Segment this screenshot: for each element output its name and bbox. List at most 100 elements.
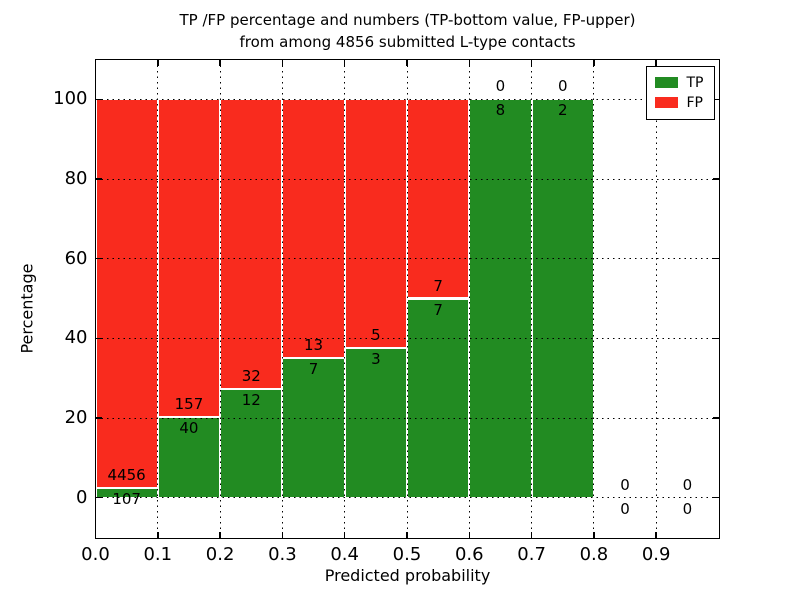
legend-item-fp: FP [654,93,704,113]
v-gridline [344,59,346,538]
tp-legend-label: TP [686,74,704,91]
tp-bar-segment [282,358,345,498]
y-axis-label: Percentage [17,263,37,354]
x-tick-mark-top [468,59,471,66]
chart-title-line1: TP /FP percentage and numbers (TP-bottom… [179,11,636,29]
x-tick-mark [281,531,284,538]
y-tick-mark-right [712,337,719,340]
x-tick-mark-top [281,59,284,66]
fp-bar-segment [220,99,283,390]
v-gridline [219,59,221,538]
y-tick-mark [95,178,102,180]
x-tick-label: 0.9 [641,543,671,565]
fp-bar-segment [282,99,345,359]
y-tick-label: 20 [64,407,88,428]
x-tick-label: 0.6 [454,543,484,565]
fp-count-label: 0 [557,77,568,96]
v-gridline [593,59,595,538]
tp-count-label: 7 [308,360,319,379]
fp-count-label: 0 [620,475,630,494]
tp-count-label: 12 [241,391,261,410]
x-tick-label: 0.0 [81,543,110,565]
fp-count-label: 0 [495,77,506,96]
y-tick-mark-right [712,417,719,419]
v-gridline [157,59,159,538]
y-tick-label: 40 [64,327,88,349]
tp-count-label: 8 [495,101,506,120]
y-tick-label: 0 [76,486,88,508]
x-tick-mark [655,531,657,538]
y-tick-label: 80 [64,168,88,189]
fp-count-label: 13 [304,336,324,355]
y-tick-mark-right [712,178,719,180]
legend: TP FP [645,65,715,120]
x-tick-mark [343,531,346,538]
tp-bar-segment [344,348,407,498]
x-tick-mark-top [343,59,346,66]
fp-bar-segment [407,99,470,299]
tp-count-label: 0 [620,499,630,518]
fp-count-label: 157 [174,394,204,413]
fp-legend-label: FP [686,94,704,111]
tp-count-label: 107 [112,490,141,509]
fp-count-label: 0 [682,475,693,494]
v-gridline [281,59,283,538]
tp-count-label: 0 [682,499,693,518]
tp-count-label: 2 [557,101,568,120]
y-tick-label: 100 [53,88,88,110]
chart-title: TP /FP percentage and numbers (TP-bottom… [96,9,719,53]
fp-count-label: 32 [241,367,261,386]
x-tick-mark-top [655,59,657,66]
tp-legend-swatch [654,77,678,88]
x-tick-mark [406,531,408,538]
x-tick-mark-top [530,59,533,66]
x-tick-label: 0.3 [268,543,297,565]
x-tick-mark-top [593,59,595,66]
x-tick-mark [94,531,97,538]
x-tick-mark [468,531,471,538]
y-tick-mark [95,98,102,101]
y-tick-mark-right [712,257,719,260]
fp-legend-swatch [654,97,678,108]
y-tick-mark [95,257,102,260]
tp-bar-segment [407,298,470,498]
x-tick-mark [593,531,595,538]
tp-count-label: 7 [433,300,443,319]
v-gridline [468,59,470,538]
x-tick-label: 0.2 [205,543,235,565]
x-tick-mark [157,531,159,538]
x-tick-label: 0.5 [392,543,422,565]
legend-item-tp: TP [654,73,704,93]
y-tick-mark [95,337,102,340]
y-tick-label: 60 [64,247,88,269]
tp-bar-segment [531,99,594,498]
fp-count-label: 7 [433,276,443,295]
x-tick-label: 0.7 [517,543,546,565]
x-tick-label: 0.4 [330,543,359,565]
fp-count-label: 4456 [107,466,146,485]
y-tick-mark-right [712,496,719,499]
x-tick-label: 0.1 [143,543,173,565]
y-tick-mark-right [712,98,719,101]
x-tick-label: 0.8 [579,543,609,565]
tp-bar-segment [220,389,283,498]
y-tick-mark [95,496,102,499]
fp-bar-segment [95,99,158,489]
x-tick-mark-top [94,59,97,66]
tp-bar-segment [95,488,158,498]
tp-count-label: 40 [179,418,199,437]
v-gridline [406,59,408,538]
x-tick-mark-top [406,59,408,66]
x-tick-mark [530,531,533,538]
fp-count-label: 5 [371,326,381,345]
x-axis-label: Predicted probability [324,566,491,585]
v-gridline [655,59,657,538]
v-gridline [531,59,533,538]
tp-bar-segment [469,99,532,498]
y-tick-mark [95,417,102,419]
x-tick-mark [219,531,221,538]
x-tick-mark-top [219,59,221,66]
fp-bar-segment [157,99,221,417]
fp-bar-segment [344,99,407,349]
